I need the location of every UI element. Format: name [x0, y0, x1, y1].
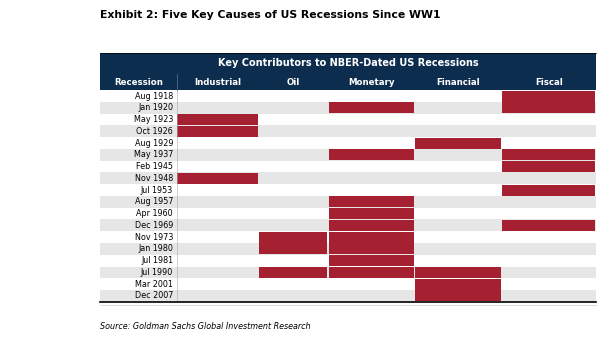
- FancyBboxPatch shape: [100, 149, 596, 161]
- FancyBboxPatch shape: [416, 267, 501, 278]
- FancyBboxPatch shape: [329, 255, 414, 266]
- Text: Apr 1960: Apr 1960: [137, 209, 173, 218]
- Text: Aug 1918: Aug 1918: [135, 92, 173, 101]
- FancyBboxPatch shape: [100, 161, 596, 173]
- FancyBboxPatch shape: [502, 220, 595, 231]
- FancyBboxPatch shape: [100, 196, 596, 208]
- FancyBboxPatch shape: [100, 208, 596, 220]
- Text: Jan 1980: Jan 1980: [138, 244, 173, 253]
- FancyBboxPatch shape: [502, 184, 595, 196]
- Text: Mar 2001: Mar 2001: [135, 280, 173, 288]
- FancyBboxPatch shape: [177, 126, 258, 137]
- Text: Recession: Recession: [114, 78, 163, 87]
- Text: Exhibit 2: Five Key Causes of US Recessions Since WW1: Exhibit 2: Five Key Causes of US Recessi…: [100, 10, 440, 20]
- Text: Jul 1981: Jul 1981: [141, 256, 173, 265]
- FancyBboxPatch shape: [100, 255, 596, 267]
- FancyBboxPatch shape: [100, 137, 596, 149]
- FancyBboxPatch shape: [100, 102, 596, 114]
- Text: Feb 1945: Feb 1945: [136, 162, 173, 171]
- Text: Aug 1929: Aug 1929: [134, 138, 173, 148]
- FancyBboxPatch shape: [259, 243, 327, 254]
- FancyBboxPatch shape: [100, 220, 596, 231]
- Text: Jan 1920: Jan 1920: [138, 103, 173, 112]
- FancyBboxPatch shape: [177, 114, 258, 125]
- Text: Dec 1969: Dec 1969: [135, 221, 173, 230]
- FancyBboxPatch shape: [329, 208, 414, 219]
- Text: May 1923: May 1923: [134, 115, 173, 124]
- Text: Industrial: Industrial: [194, 78, 241, 87]
- Text: Oct 1926: Oct 1926: [136, 127, 173, 136]
- Text: Oil: Oil: [287, 78, 300, 87]
- FancyBboxPatch shape: [416, 279, 501, 290]
- FancyBboxPatch shape: [100, 125, 596, 137]
- FancyBboxPatch shape: [100, 278, 596, 290]
- FancyBboxPatch shape: [416, 291, 501, 301]
- FancyBboxPatch shape: [329, 196, 414, 207]
- FancyBboxPatch shape: [329, 243, 414, 254]
- FancyBboxPatch shape: [502, 102, 595, 113]
- FancyBboxPatch shape: [100, 243, 596, 255]
- Text: Fiscal: Fiscal: [535, 78, 563, 87]
- FancyBboxPatch shape: [100, 290, 596, 302]
- Text: Monetary: Monetary: [348, 78, 394, 87]
- FancyBboxPatch shape: [100, 90, 596, 102]
- FancyBboxPatch shape: [100, 231, 596, 243]
- FancyBboxPatch shape: [329, 149, 414, 160]
- FancyBboxPatch shape: [502, 149, 595, 160]
- FancyBboxPatch shape: [329, 267, 414, 278]
- FancyBboxPatch shape: [100, 267, 596, 278]
- FancyBboxPatch shape: [329, 232, 414, 243]
- FancyBboxPatch shape: [100, 53, 596, 74]
- FancyBboxPatch shape: [329, 102, 414, 113]
- Text: Nov 1973: Nov 1973: [135, 233, 173, 242]
- FancyBboxPatch shape: [416, 137, 501, 149]
- Text: Jul 1953: Jul 1953: [141, 186, 173, 195]
- Text: Source: Goldman Sachs Global Investment Research: Source: Goldman Sachs Global Investment …: [100, 322, 310, 331]
- Text: Jul 1990: Jul 1990: [141, 268, 173, 277]
- FancyBboxPatch shape: [329, 220, 414, 231]
- Text: Dec 2007: Dec 2007: [135, 292, 173, 300]
- FancyBboxPatch shape: [259, 267, 327, 278]
- Text: May 1937: May 1937: [134, 150, 173, 159]
- Text: Key Contributors to NBER-Dated US Recessions: Key Contributors to NBER-Dated US Recess…: [218, 58, 478, 69]
- FancyBboxPatch shape: [100, 74, 596, 90]
- FancyBboxPatch shape: [502, 161, 595, 172]
- FancyBboxPatch shape: [100, 184, 596, 196]
- FancyBboxPatch shape: [100, 114, 596, 125]
- Text: Aug 1957: Aug 1957: [134, 197, 173, 206]
- FancyBboxPatch shape: [100, 173, 596, 184]
- Text: Financial: Financial: [436, 78, 480, 87]
- FancyBboxPatch shape: [259, 232, 327, 243]
- FancyBboxPatch shape: [502, 91, 595, 102]
- FancyBboxPatch shape: [177, 173, 258, 184]
- Text: Nov 1948: Nov 1948: [135, 174, 173, 183]
